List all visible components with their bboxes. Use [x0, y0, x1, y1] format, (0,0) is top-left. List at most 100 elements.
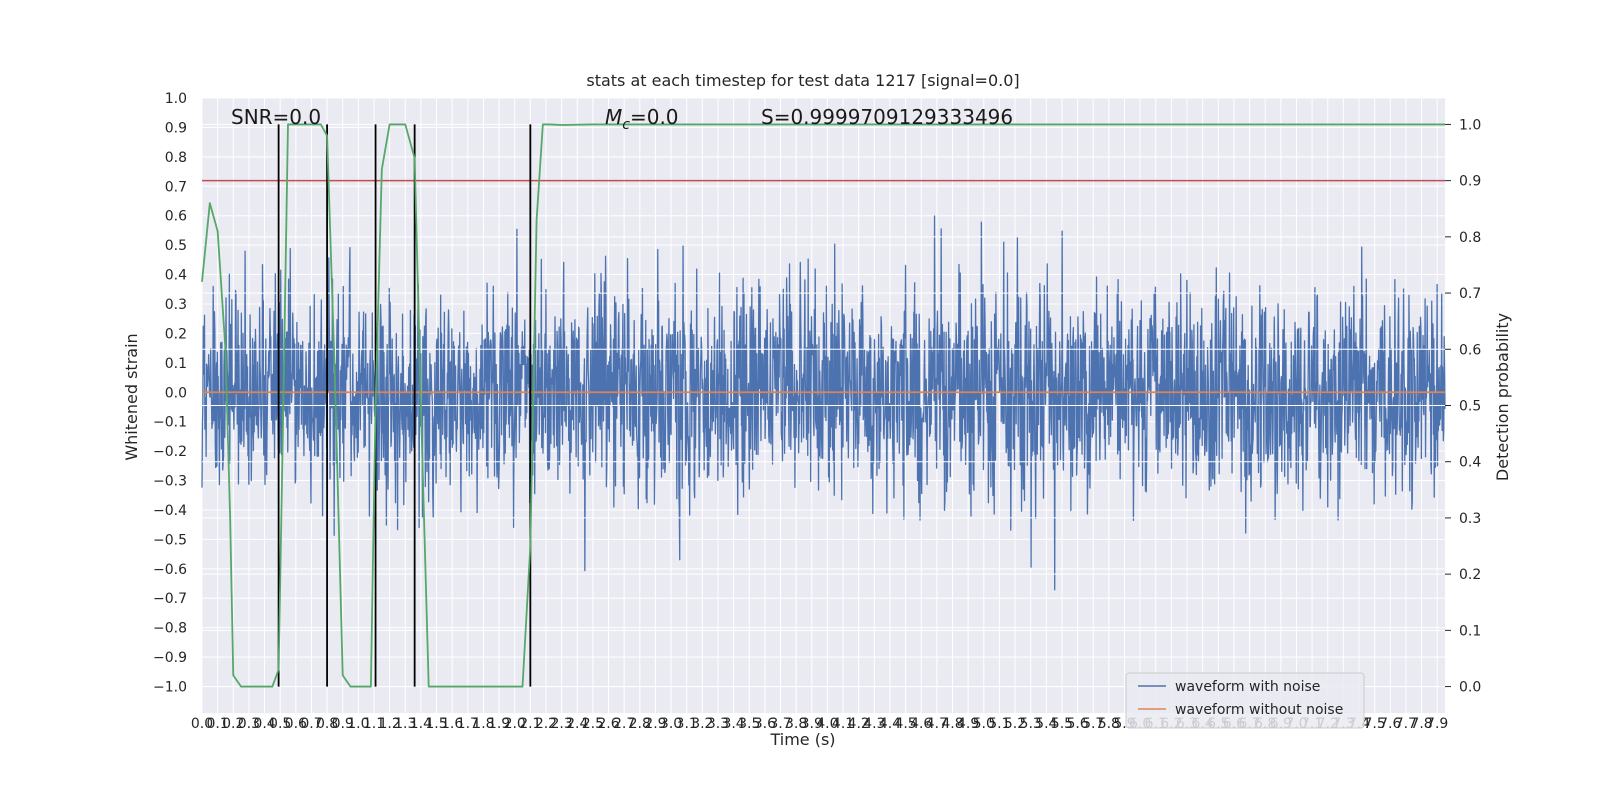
- x-tick-label: 7.8: [1410, 716, 1432, 732]
- y-left-tick-label: −0.7: [153, 591, 187, 607]
- y-axis-left-label: Whitened strain: [122, 333, 141, 460]
- y-axis-left-ticks: −1.0 −0.9 −0.8 −0.7 −0.6 −0.5 −0.4 −0.3 −0.2 −0.1…: [153, 91, 187, 696]
- x-tick-label: 5.8: [1098, 716, 1120, 732]
- x-tick-label: 2.4: [566, 716, 588, 732]
- y-left-tick-label: 0.4: [165, 268, 187, 284]
- legend-box: [1125, 672, 1365, 729]
- x-axis-label: Time (s): [769, 730, 835, 749]
- y-right-tick-label: 0.8: [1459, 230, 1481, 246]
- x-tick-label: 0.4: [253, 716, 275, 732]
- x-tick-label: 3.2: [691, 716, 713, 732]
- legend: waveform with noise waveform without noi…: [1125, 672, 1365, 729]
- x-tick-label: 3.1: [676, 716, 698, 732]
- x-tick-label: 2.1: [519, 716, 541, 732]
- y-axis-right-label: Detection probability: [1493, 313, 1512, 481]
- x-tick-label: 7.5: [1364, 716, 1386, 732]
- x-tick-label: 7.9: [1426, 716, 1448, 732]
- y-left-tick-label: −0.1: [153, 415, 187, 431]
- y-left-tick-label: −0.4: [153, 503, 187, 519]
- chart-title: stats at each timestep for test data 121…: [586, 71, 1019, 90]
- y-left-tick-label: 1.0: [165, 91, 187, 107]
- x-tick-label: 0.6: [285, 716, 307, 732]
- x-tick-label: 0.3: [238, 716, 260, 732]
- x-tick-label: 4.3: [863, 716, 885, 732]
- x-tick-label: 2.2: [535, 716, 557, 732]
- x-tick-label: 0.1: [207, 716, 229, 732]
- x-tick-label: 4.8: [941, 716, 963, 732]
- legend-label-clean: waveform without noise: [1175, 702, 1343, 718]
- x-tick-label: 4.6: [910, 716, 932, 732]
- mc-subscript: c: [622, 117, 630, 133]
- x-tick-label: 3.5: [738, 716, 760, 732]
- x-tick-label: 4.1: [832, 716, 854, 732]
- x-tick-label: 4.4: [879, 716, 901, 732]
- y-left-tick-label: −0.2: [153, 444, 187, 460]
- x-tick-label: 2.7: [613, 716, 635, 732]
- x-tick-label: 0.8: [316, 716, 338, 732]
- x-tick-label: 3.3: [707, 716, 729, 732]
- y-left-tick-label: 0.3: [165, 297, 187, 313]
- y-right-tick-label: 0.7: [1459, 286, 1481, 302]
- y-left-tick-label: −0.6: [153, 562, 187, 578]
- y-right-tick-label: 0.0: [1459, 680, 1481, 696]
- x-tick-label: 1.2: [378, 716, 400, 732]
- detection-vertical-lines: [277, 124, 532, 687]
- x-tick-label: 5.6: [1066, 716, 1088, 732]
- y-left-tick-label: 0.7: [165, 179, 187, 195]
- x-tick-label: 1.1: [363, 716, 385, 732]
- x-tick-label: 4.7: [926, 716, 948, 732]
- y-left-tick-label: 0.9: [165, 120, 187, 136]
- y-left-tick-label: −0.9: [153, 650, 187, 666]
- y-left-tick-label: −1.0: [153, 680, 187, 696]
- x-tick-label: 3.9: [801, 716, 823, 732]
- y-left-tick-label: 0.0: [165, 385, 187, 401]
- x-tick-label: 0.0: [191, 716, 213, 732]
- x-tick-label: 5.7: [1082, 716, 1104, 732]
- y-right-tick-label: 0.1: [1459, 623, 1481, 639]
- noise-line: [201, 215, 1446, 591]
- x-tick-label: 4.5: [894, 716, 916, 732]
- legend-label-noise: waveform with noise: [1175, 679, 1320, 695]
- x-tick-label: 3.0: [660, 716, 682, 732]
- y-right-tick-label: 0.2: [1459, 567, 1481, 583]
- mc-symbol: M: [605, 105, 622, 129]
- x-tick-label: 1.3: [394, 716, 416, 732]
- y-right-tick-label: 1.0: [1459, 117, 1481, 133]
- x-tick-label: 5.3: [1020, 716, 1042, 732]
- x-tick-label: 5.1: [988, 716, 1010, 732]
- series-detection-probability: [201, 123, 1445, 688]
- mc-annotation: Mc=0.0: [605, 105, 679, 133]
- y-axis-right-ticks: 0.0 0.1 0.2 0.3 0.4 0.5 0.6 0.7 0.8 0.9 1.0: [1445, 117, 1481, 696]
- x-tick-label: 1.8: [472, 716, 494, 732]
- mc-value: =0.0: [630, 105, 679, 129]
- y-left-tick-label: −0.8: [153, 621, 187, 637]
- y-right-tick-label: 0.6: [1459, 342, 1481, 358]
- x-tick-label: 1.6: [441, 716, 463, 732]
- x-tick-label: 2.3: [550, 716, 572, 732]
- y-right-tick-label: 0.9: [1459, 174, 1481, 190]
- snr-annotation: SNR=0.0: [231, 105, 321, 129]
- x-tick-label: 1.7: [457, 716, 479, 732]
- x-tick-label: 0.7: [300, 716, 322, 732]
- x-tick-label: 0.9: [332, 716, 354, 732]
- x-tick-label: 3.6: [754, 716, 776, 732]
- x-tick-label: 0.2: [222, 716, 244, 732]
- x-tick-label: 4.2: [848, 716, 870, 732]
- x-tick-label: 2.5: [582, 716, 604, 732]
- x-tick-label: 5.0: [973, 716, 995, 732]
- s-annotation: S=0.9999709129333496: [761, 105, 1013, 129]
- x-tick-label: 1.9: [488, 716, 510, 732]
- probability-line: [201, 123, 1445, 688]
- x-tick-label: 1.0: [347, 716, 369, 732]
- y-left-tick-label: 0.2: [165, 326, 187, 342]
- x-tick-label: 0.5: [269, 716, 291, 732]
- x-tick-label: 3.4: [722, 716, 744, 732]
- x-tick-label: 3.7: [769, 716, 791, 732]
- x-tick-label: 7.6: [1379, 716, 1401, 732]
- series-waveform-with-noise: [201, 215, 1446, 591]
- y-left-tick-label: 0.1: [165, 356, 187, 372]
- y-right-tick-label: 0.3: [1459, 511, 1481, 527]
- x-tick-label: 4.0: [816, 716, 838, 732]
- x-tick-label: 4.9: [957, 716, 979, 732]
